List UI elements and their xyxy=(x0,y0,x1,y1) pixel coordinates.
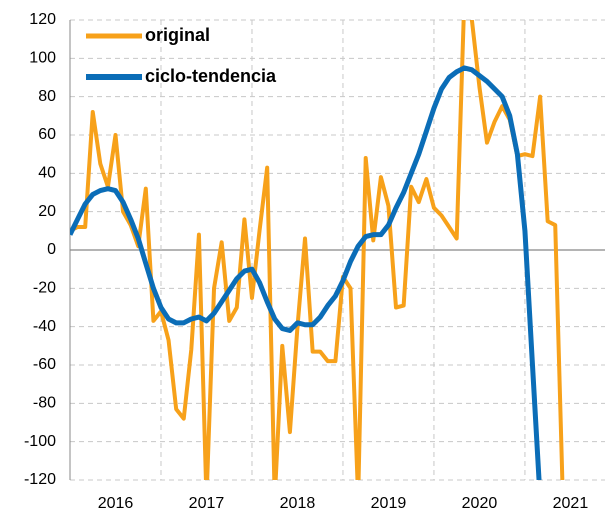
series-line xyxy=(70,20,565,480)
y-tick-label: -60 xyxy=(33,356,56,373)
labels: -120 -100 -80 -60 -40 -20 0 20 40 60 80 100 120 2016 2… xyxy=(24,11,588,512)
y-tick-label: 20 xyxy=(38,203,56,220)
y-tick-label: -100 xyxy=(24,433,56,450)
y-tick-label: 60 xyxy=(38,126,56,143)
x-tick-label: 2016 xyxy=(98,495,134,512)
x-tick-label: 2019 xyxy=(371,495,407,512)
grid xyxy=(69,19,605,481)
y-tick-label: 80 xyxy=(38,88,56,105)
x-tick-label: 2017 xyxy=(189,495,225,512)
legend-label: original xyxy=(145,25,210,45)
y-tick-label: -80 xyxy=(33,395,56,412)
x-tick-label: 2020 xyxy=(462,495,498,512)
y-tick-label: 120 xyxy=(29,11,56,28)
series-line xyxy=(70,65,542,480)
y-tick-label: -20 xyxy=(33,280,56,297)
plot-area xyxy=(70,20,565,480)
y-tick-label: -40 xyxy=(33,318,56,335)
x-tick-label: 2021 xyxy=(553,495,589,512)
x-tick-label: 2018 xyxy=(280,495,316,512)
y-tick-label: 100 xyxy=(29,50,56,67)
legend-label: ciclo-tendencia xyxy=(145,66,277,86)
y-tick-label: 0 xyxy=(47,241,56,258)
y-tick-label: -120 xyxy=(24,471,56,488)
y-tick-label: 40 xyxy=(38,165,56,182)
